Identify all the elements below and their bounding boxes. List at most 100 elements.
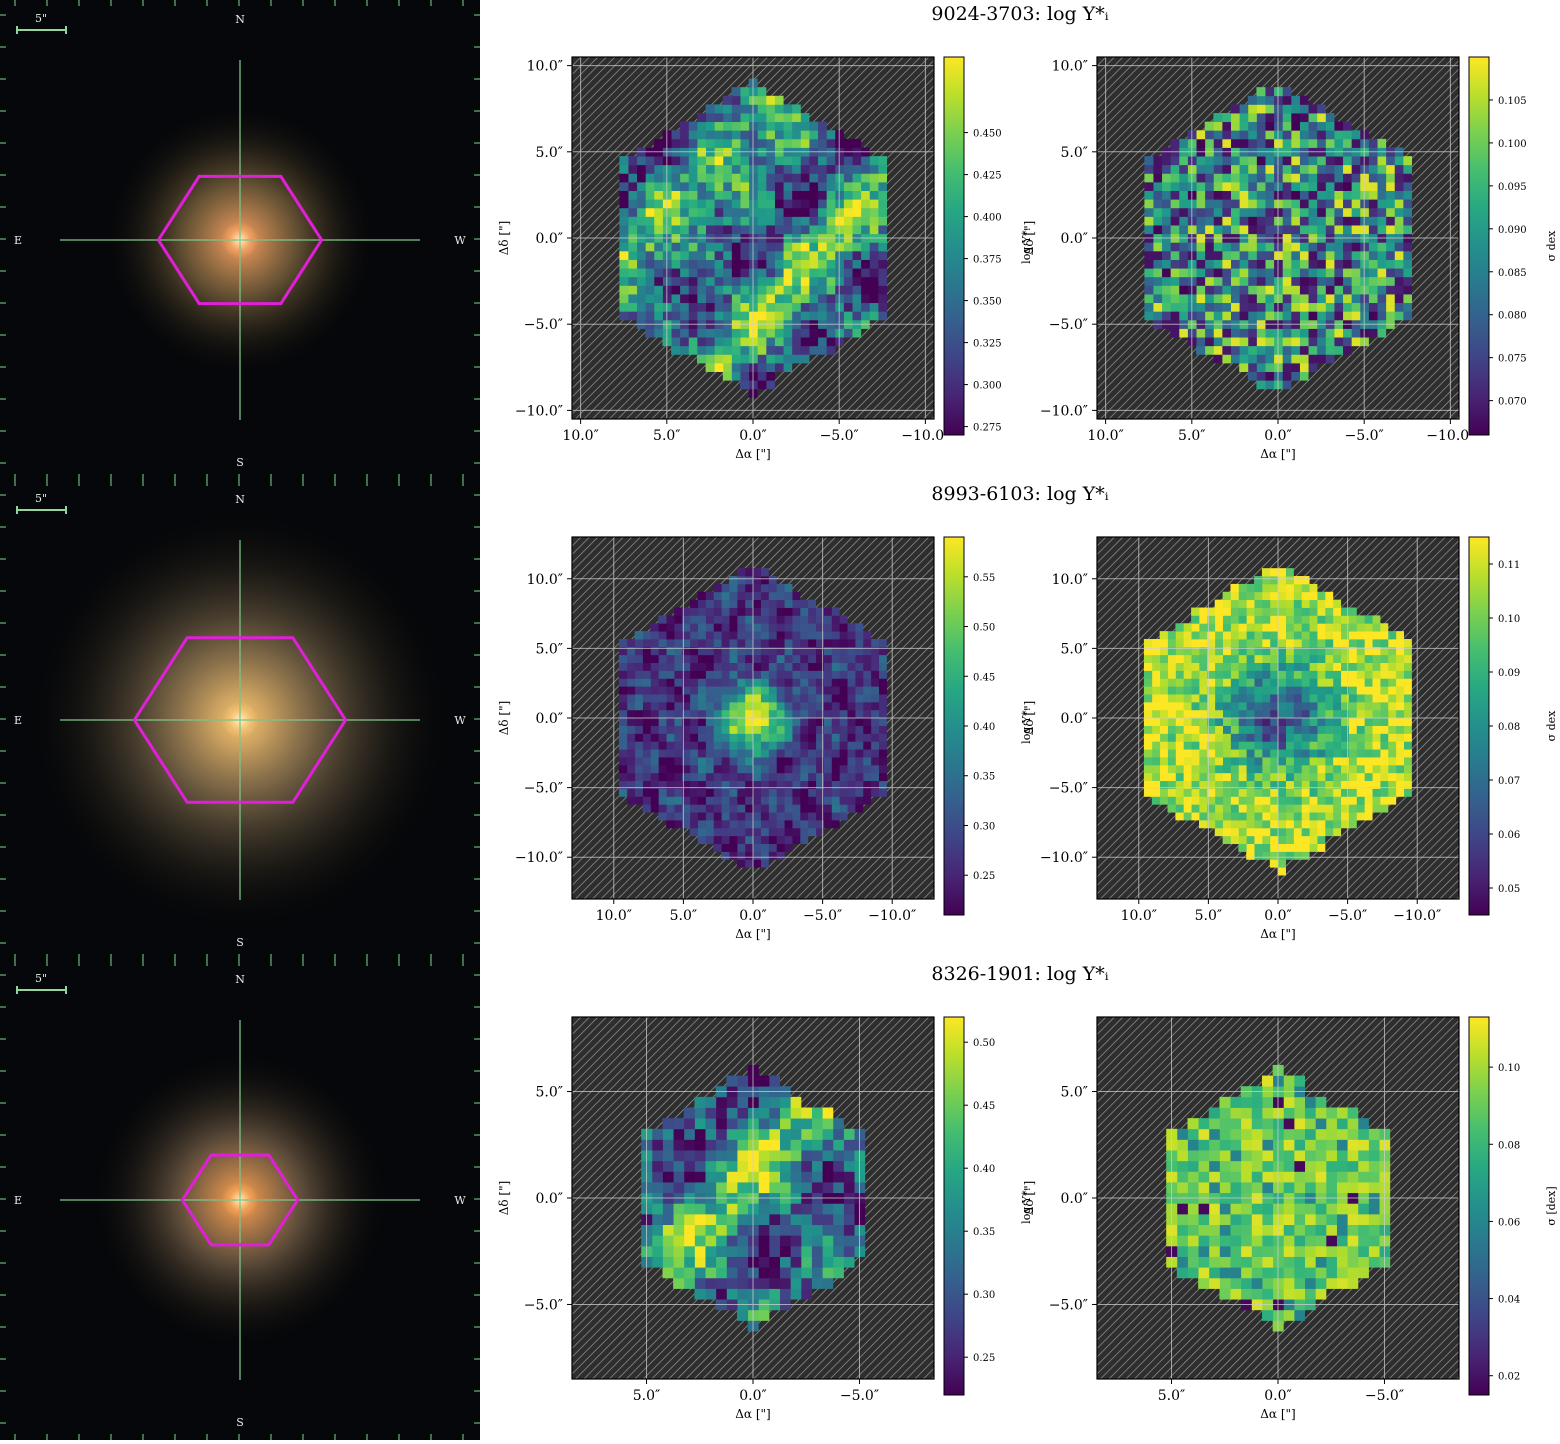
- colorbar-tick-label: 0.06: [1498, 1217, 1520, 1228]
- colorbar: [943, 1016, 965, 1396]
- colorbar-tick-label: 0.30: [973, 1290, 995, 1301]
- y-tick-label: −5.0″: [1049, 781, 1088, 797]
- colorbar: [1468, 536, 1490, 916]
- x-tick-label: 0.0″: [739, 428, 767, 444]
- scale-bar-label: 5": [35, 972, 47, 985]
- colorbar-tick-label: 0.09: [1498, 668, 1520, 679]
- error-map-panel: 5.0″ 5.0″ 0.0″ 0.0″ −5.0″ −5.0″ Δα ["] Δδ ["] 0.…: [1022, 1016, 1558, 1421]
- edge-ticks: [0, 480, 480, 960]
- y-tick-label: −5.0″: [1049, 1297, 1088, 1313]
- colorbar-tick-label: 0.55: [973, 573, 995, 584]
- compass-e: E: [14, 234, 22, 247]
- y-tick-label: −10.0″: [515, 403, 563, 419]
- colorbar-tick-label: 0.02: [1498, 1372, 1520, 1383]
- grid-lines: [572, 57, 934, 419]
- compass-n: N: [235, 973, 245, 986]
- edge-ticks: [0, 960, 480, 1440]
- x-tick-label: 10.0″: [1121, 908, 1157, 924]
- map-panels: 9024-3703: log Υ*ᵢ 10.0″ 10.0″ 5.0″ 5.0″ 0.0″…: [480, 0, 1560, 480]
- y-tick-label: −10.0″: [1040, 403, 1088, 419]
- y-tick-label: 10.0″: [527, 572, 563, 588]
- compass-w: W: [454, 234, 466, 247]
- row-title: 8993-6103: log Υ*ᵢ: [931, 483, 1109, 505]
- colorbar-label: σ dex: [1545, 710, 1558, 742]
- colorbar-tick-label: 0.070: [1498, 397, 1527, 408]
- x-tick-label: −10.0″: [1426, 428, 1474, 444]
- compass-s: S: [236, 1416, 244, 1429]
- x-axis-label: Δα ["]: [1260, 447, 1295, 461]
- x-tick-label: 0.0″: [1264, 428, 1292, 444]
- colorbar-tick-label: 0.50: [973, 623, 995, 634]
- colorbar: [1468, 56, 1490, 436]
- colorbar-tick-label: 0.080: [1498, 311, 1527, 322]
- grid-lines: [1097, 537, 1459, 899]
- map-panels: 8326-1901: log Υ*ᵢ 5.0″ 5.0″ 0.0″ 0.0″ −5.0″ −…: [480, 960, 1560, 1440]
- ifu-hexagon: [156, 174, 324, 306]
- x-tick-label: 0.0″: [1264, 908, 1292, 924]
- x-tick-label: −5.0″: [1328, 908, 1367, 924]
- colorbar-tick-label: 0.50: [973, 1038, 995, 1049]
- scale-bar-label: 5": [35, 12, 47, 25]
- x-tick-label: 10.0″: [1087, 428, 1123, 444]
- compass-s: S: [236, 456, 244, 469]
- x-axis-label: Δα ["]: [1260, 927, 1295, 941]
- map-panels-svg: 10.0″ 10.0″ 5.0″ 5.0″ 0.0″ 0.0″ −5.0″ −5.0″ −10.…: [497, 536, 1558, 941]
- y-axis-label: Δδ ["]: [1022, 221, 1036, 256]
- y-tick-label: −5.0″: [1049, 317, 1088, 333]
- compass-n: N: [235, 493, 245, 506]
- y-tick-label: 5.0″: [1061, 145, 1089, 161]
- x-tick-label: 10.0″: [562, 428, 598, 444]
- scale-bar: 5": [16, 492, 67, 514]
- x-tick-label: −10.0″: [1393, 908, 1441, 924]
- x-tick-label: 0.0″: [739, 1388, 767, 1404]
- colorbar-tick-label: 0.05: [1498, 884, 1520, 895]
- x-tick-label: 0.0″: [739, 908, 767, 924]
- colorbar-tick-label: 0.06: [1498, 830, 1520, 841]
- x-tick-label: −5.0″: [1365, 1388, 1404, 1404]
- crosshair: [60, 540, 420, 900]
- galaxy-image-svg: 5" N S E W: [0, 960, 480, 1440]
- y-tick-label: 5.0″: [1061, 1085, 1089, 1101]
- y-tick-label: 0.0″: [1061, 231, 1089, 247]
- colorbar-tick-label: 0.25: [973, 871, 995, 882]
- error-map-panel: 10.0″ 10.0″ 5.0″ 5.0″ 0.0″ 0.0″ −5.0″ −5.0″ −10.…: [1022, 536, 1558, 941]
- colorbar-tick-label: 0.075: [1498, 354, 1527, 365]
- y-tick-label: 10.0″: [1052, 59, 1088, 75]
- colorbar-tick-label: 0.08: [1498, 1140, 1520, 1151]
- colorbar-tick-label: 0.40: [973, 722, 995, 733]
- colorbar-tick-label: 0.275: [973, 423, 1002, 434]
- colorbar-tick-label: 0.10: [1498, 1063, 1520, 1074]
- y-tick-label: 0.0″: [1061, 1191, 1089, 1207]
- galaxy-image: 5" N S E W: [0, 480, 480, 960]
- colorbar-tick-label: 0.07: [1498, 776, 1520, 787]
- colorbar-tick-label: 0.400: [973, 213, 1002, 224]
- edge-ticks: [0, 0, 480, 480]
- colorbar: [943, 536, 965, 916]
- y-tick-label: 5.0″: [536, 1085, 564, 1101]
- value-map-panel: 5.0″ 5.0″ 0.0″ 0.0″ −5.0″ −5.0″ Δα ["] Δδ ["] 0.…: [497, 1016, 1033, 1421]
- x-tick-label: 5.0″: [653, 428, 681, 444]
- colorbar-tick-label: 0.100: [1498, 139, 1527, 150]
- colorbar-tick-label: 0.10: [1498, 614, 1520, 625]
- compass-e: E: [14, 714, 22, 727]
- compass-n: N: [235, 13, 245, 26]
- colorbar-tick-label: 0.30: [973, 821, 995, 832]
- y-tick-label: 5.0″: [1061, 641, 1089, 657]
- x-tick-label: 5.0″: [1178, 428, 1206, 444]
- compass-s: S: [236, 936, 244, 949]
- colorbar-label: σ dex: [1545, 230, 1558, 262]
- galaxy-image-svg: 5" N S E W: [0, 0, 480, 480]
- galaxy-image-svg: 5" N S E W: [0, 480, 480, 960]
- colorbar-tick-label: 0.350: [973, 297, 1002, 308]
- colorbar-tick-label: 0.08: [1498, 722, 1520, 733]
- colorbar-tick-label: 0.095: [1498, 182, 1527, 193]
- y-tick-label: −10.0″: [1040, 850, 1088, 866]
- grid-lines: [572, 537, 934, 899]
- scale-bar: 5": [16, 972, 67, 994]
- y-tick-label: 0.0″: [1061, 711, 1089, 727]
- compass-w: W: [454, 714, 466, 727]
- spaxel-map: [1143, 568, 1412, 876]
- map-panels-svg: 10.0″ 10.0″ 5.0″ 5.0″ 0.0″ 0.0″ −5.0″ −5.0″ −10.…: [497, 56, 1558, 461]
- colorbar-tick-label: 0.425: [973, 171, 1002, 182]
- x-tick-label: 5.0″: [1158, 1388, 1186, 1404]
